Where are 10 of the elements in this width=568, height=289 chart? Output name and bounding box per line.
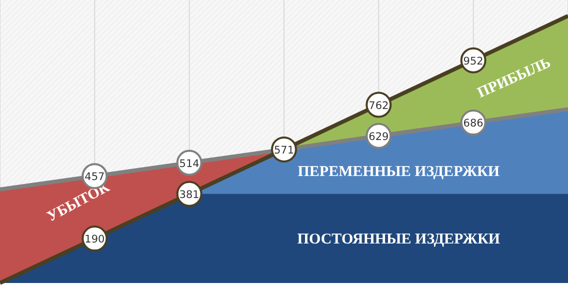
data-label: 190 [84, 234, 105, 246]
data-label: 686 [463, 118, 484, 130]
data-label: 381 [179, 188, 200, 201]
data-label: 514 [179, 158, 200, 170]
data-label: 629 [368, 130, 389, 143]
data-label: 762 [368, 100, 389, 112]
data-label: 457 [84, 171, 105, 184]
series-label: ПЕРЕМЕННЫЕ ИЗДЕРЖКИ [298, 164, 500, 180]
band-label: ПОСТОЯННЫЕ ИЗДЕРЖКИ [297, 231, 500, 248]
data-label: 571 [274, 144, 294, 156]
